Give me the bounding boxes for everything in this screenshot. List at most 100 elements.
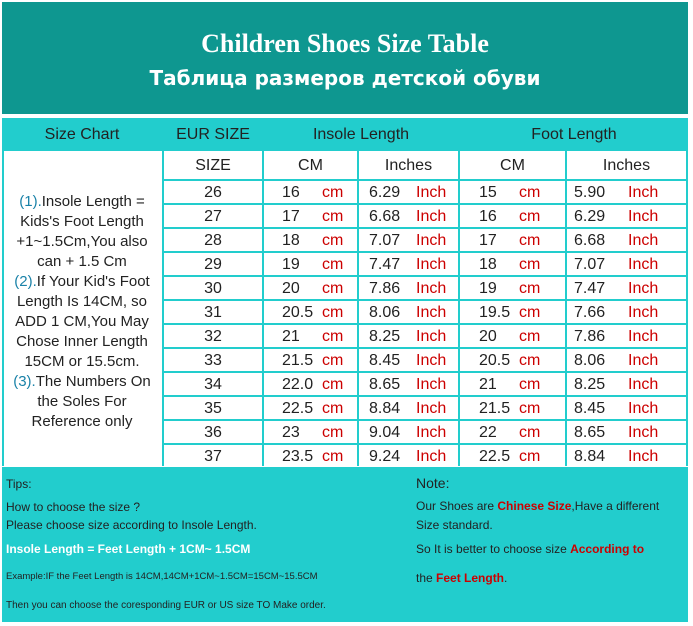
cell-insole-cm: 20 [282,280,300,297]
cell-insole-in: 6.68 [369,208,401,225]
cell-insole-in: 8.06 [369,304,401,321]
note-text: can + 1.5 Cm [37,253,127,270]
unit-inch: Inch [628,448,659,465]
unit-cm: cm [322,328,344,345]
row-divider [162,347,688,349]
unit-inch: Inch [628,304,659,321]
unit-inch: Inch [628,376,659,393]
note-number-1: (1). [19,193,42,210]
row-divider [162,179,688,181]
divider [162,118,164,466]
unit-inch: Inch [416,376,447,393]
unit-cm: cm [519,448,541,465]
cell-foot-cm: 18 [479,256,497,273]
unit-cm: cm [322,280,344,297]
header-size-chart: Size Chart [2,118,162,151]
cell-insole-cm: 16 [282,184,300,201]
unit-inch: Inch [416,208,447,225]
unit-cm: cm [519,208,541,225]
cell-foot-cm: 17 [479,232,497,249]
cell-foot-cm: 20 [479,328,497,345]
tips-then: Then you can choose the coresponding EUR… [6,600,326,611]
note-highlight: According to [570,542,645,556]
unit-cm: cm [519,376,541,393]
cell-insole-cm: 20.5 [282,304,314,321]
unit-cm: cm [519,232,541,249]
unit-inch: Inch [416,448,447,465]
tips-please: Please choose size according to Insole L… [6,518,257,532]
cell-insole-in: 7.86 [369,280,401,297]
note-text: +1~1.5Cm,You also [16,233,148,250]
subheader-foot-cm: CM [500,157,525,174]
unit-inch: Inch [628,352,659,369]
unit-inch: Inch [416,232,447,249]
row-divider [162,227,688,229]
note-number-2: (2). [14,273,37,290]
header-eur-size: EUR SIZE [164,118,262,151]
cell-eur: 26 [204,184,222,201]
note-text: Insole Length = [41,193,145,210]
cell-foot-in: 7.86 [574,328,606,345]
unit-inch: Inch [628,232,659,249]
unit-inch: Inch [628,256,659,273]
header-insole-length: Insole Length [264,118,458,151]
subheader-foot-inches: Inches [602,157,651,174]
cell-foot-cm: 21 [479,376,497,393]
unit-cm: cm [322,400,344,417]
subheader-insole-cm: CM [298,157,323,174]
unit-inch: Inch [416,256,447,273]
row-divider [162,251,688,253]
divider [565,151,567,466]
cell-eur: 29 [204,256,222,273]
unit-cm: cm [519,400,541,417]
note-number-3: (3). [13,373,36,390]
cell-insole-in: 8.25 [369,328,401,345]
note-text: . [504,571,508,585]
cell-foot-in: 7.07 [574,256,606,273]
cell-eur: 31 [204,304,222,321]
cell-insole-in: 7.47 [369,256,401,273]
unit-cm: cm [322,256,344,273]
unit-cm: cm [519,184,541,201]
cell-insole-in: 7.07 [369,232,401,249]
note-text: ADD 1 CM,You May [15,313,149,330]
cell-foot-cm: 19.5 [479,304,511,321]
row-divider [162,419,688,421]
size-notes: (1).Insole Length = Kids's Foot Length +… [4,192,160,432]
header-foot-length: Foot Length [460,118,688,151]
divider [357,151,359,466]
note-text: the [416,571,437,585]
note-label: Note: [416,475,450,491]
cell-foot-in: 7.47 [574,280,606,297]
unit-cm: cm [322,184,344,201]
cell-insole-cm: 23.5 [282,448,314,465]
cell-foot-in: 8.84 [574,448,606,465]
row-divider [162,299,688,301]
cell-foot-cm: 21.5 [479,400,511,417]
cell-insole-in: 8.65 [369,376,401,393]
cell-insole-cm: 21.5 [282,352,314,369]
cell-insole-in: 9.04 [369,424,401,441]
cell-insole-in: 9.24 [369,448,401,465]
note-highlight: Chinese Size [497,499,572,513]
unit-inch: Inch [416,184,447,201]
unit-cm: cm [519,352,541,369]
note-text: the Soles For [37,393,127,410]
subheader-size: SIZE [195,157,231,174]
divider [262,118,264,466]
cell-foot-cm: 15 [479,184,497,201]
cell-eur: 36 [204,424,222,441]
cell-foot-in: 8.25 [574,376,606,393]
cell-foot-in: 8.06 [574,352,606,369]
row-divider [162,323,688,325]
cell-insole-cm: 23 [282,424,300,441]
unit-cm: cm [519,256,541,273]
cell-foot-in: 8.65 [574,424,606,441]
note-text: So It is better to choose size [416,542,571,556]
divider [458,118,460,466]
cell-foot-in: 6.29 [574,208,606,225]
cell-foot-in: 7.66 [574,304,606,321]
cell-insole-cm: 19 [282,256,300,273]
cell-foot-in: 8.45 [574,400,606,417]
note-text: Chose Inner Length [16,333,148,350]
